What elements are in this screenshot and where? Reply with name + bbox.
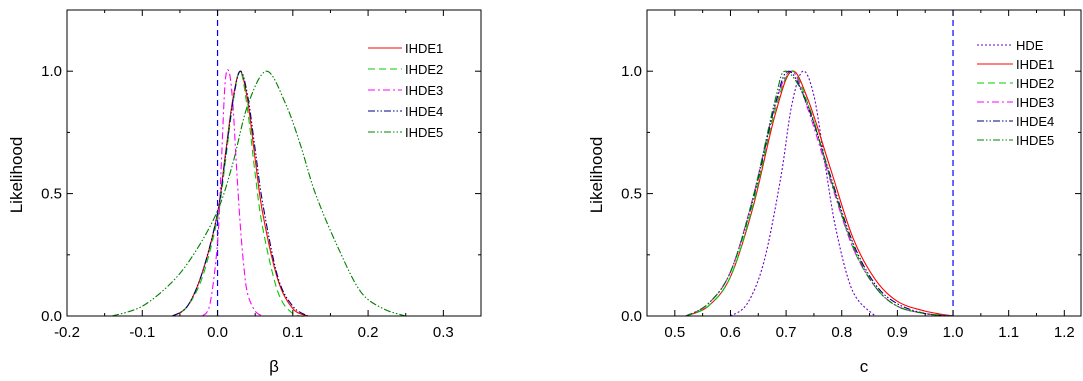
series-line-ihde2 [685, 70, 954, 317]
legend-label: IHDE3 [1016, 95, 1054, 110]
legend-label: IHDE4 [1016, 114, 1054, 129]
series-line-ihde1 [172, 70, 309, 317]
x-tick-label: 0.3 [433, 324, 454, 341]
series-layer [111, 69, 406, 317]
series-line-hde [730, 70, 876, 317]
legend-label: IHDE3 [405, 83, 443, 98]
series-layer [685, 70, 954, 317]
legend-label: IHDE5 [405, 125, 443, 140]
series-line-ihde4 [172, 70, 309, 317]
legend-label: IHDE2 [1016, 76, 1054, 91]
legend-label: IHDE2 [405, 62, 443, 77]
legend-label: IHDE5 [1016, 133, 1054, 148]
legend: HDE IHDE1 IHDE2 IHDE3 IHDE4 IHDE5 [977, 38, 1054, 148]
series-line-ihde5 [111, 70, 406, 317]
plot-frame [66, 9, 482, 317]
legend-label: IHDE1 [1016, 57, 1054, 72]
x-tick-label: 0.5 [664, 324, 685, 341]
x-tick-label: -0.2 [54, 324, 80, 341]
x-tick-label: 0.0 [207, 324, 228, 341]
ticks-layer: 0.5 0.6 0.7 0.8 0.9 1.0 1.1 1.2 0.0 0.5 1.0 [621, 10, 1081, 341]
y-tick-label: 0.0 [621, 308, 642, 325]
y-axis-title: Likelihood [587, 137, 606, 214]
x-tick-label: 0.6 [720, 324, 741, 341]
x-axis-title: β [269, 357, 279, 376]
x-tick-label: 1.2 [1054, 324, 1075, 341]
x-tick-label: 1.0 [943, 324, 964, 341]
plot-frame [646, 9, 1082, 317]
x-tick-label: 1.1 [998, 324, 1019, 341]
y-tick-label: 0.0 [41, 308, 62, 325]
chart-c: 0.5 0.6 0.7 0.8 0.9 1.0 1.1 1.2 0.0 0.5 1.0 c Like… [587, 9, 1082, 376]
chart-beta: -0.2 -0.1 0.0 0.1 0.2 0.3 0.0 0.5 1.0 β Likeliho… [7, 9, 482, 376]
legend-label: HDE [1016, 38, 1044, 53]
series-line-ihde3 [685, 70, 954, 317]
x-tick-label: 0.7 [776, 324, 797, 341]
y-tick-label: 0.5 [41, 186, 62, 203]
series-line-ihde5 [685, 70, 954, 317]
x-tick-label: 0.2 [358, 324, 379, 341]
y-tick-label: 1.0 [41, 63, 62, 80]
legend: IHDE1 IHDE2 IHDE3 IHDE4 IHDE5 [368, 41, 443, 140]
series-line-ihde4 [685, 70, 954, 317]
ticks-layer: -0.2 -0.1 0.0 0.1 0.2 0.3 0.0 0.5 1.0 [41, 10, 481, 341]
x-tick-label: -0.1 [129, 324, 155, 341]
x-axis-title: c [860, 357, 869, 376]
x-tick-label: 0.8 [831, 324, 852, 341]
x-tick-label: 0.9 [887, 324, 908, 341]
y-tick-label: 0.5 [621, 186, 642, 203]
y-axis-title: Likelihood [7, 137, 26, 214]
series-line-ihde3 [202, 69, 264, 317]
x-tick-label: 0.1 [282, 324, 303, 341]
series-line-ihde2 [172, 70, 308, 317]
legend-label: IHDE1 [405, 41, 443, 56]
legend-label: IHDE4 [405, 104, 443, 119]
y-tick-label: 1.0 [621, 63, 642, 80]
series-line-ihde1 [685, 70, 954, 317]
